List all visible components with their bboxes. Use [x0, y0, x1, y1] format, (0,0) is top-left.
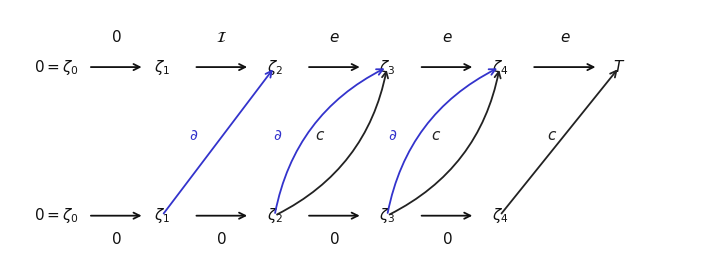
Text: $e$: $e$ [560, 30, 571, 45]
Text: $0 = \zeta_0$: $0 = \zeta_0$ [34, 58, 79, 77]
Text: $0$: $0$ [111, 231, 121, 247]
Text: $\zeta_3$: $\zeta_3$ [379, 206, 395, 225]
Text: $e$: $e$ [329, 30, 340, 45]
Text: $\partial$: $\partial$ [388, 128, 397, 143]
Text: $\zeta_2$: $\zeta_2$ [266, 206, 283, 225]
Text: $0$: $0$ [111, 29, 121, 45]
Text: $e$: $e$ [442, 30, 452, 45]
Text: $0$: $0$ [442, 231, 452, 247]
Text: $\zeta_2$: $\zeta_2$ [266, 58, 283, 77]
Text: $c$: $c$ [315, 128, 325, 143]
Text: $0$: $0$ [217, 231, 227, 247]
Text: $0$: $0$ [329, 231, 340, 247]
Text: $\zeta_1$: $\zeta_1$ [154, 58, 170, 77]
Text: $c$: $c$ [432, 128, 442, 143]
Text: $\zeta_4$: $\zeta_4$ [492, 206, 508, 225]
Text: $T$: $T$ [613, 59, 625, 75]
Text: $\partial$: $\partial$ [274, 128, 283, 143]
Text: $\mathcal{I}$: $\mathcal{I}$ [216, 30, 228, 45]
Text: $\partial$: $\partial$ [189, 128, 198, 143]
Text: $c$: $c$ [547, 128, 558, 143]
Text: $\zeta_3$: $\zeta_3$ [379, 58, 395, 77]
Text: $\zeta_4$: $\zeta_4$ [492, 58, 508, 77]
Text: $0 = \zeta_0$: $0 = \zeta_0$ [34, 206, 79, 225]
Text: $\zeta_1$: $\zeta_1$ [154, 206, 170, 225]
